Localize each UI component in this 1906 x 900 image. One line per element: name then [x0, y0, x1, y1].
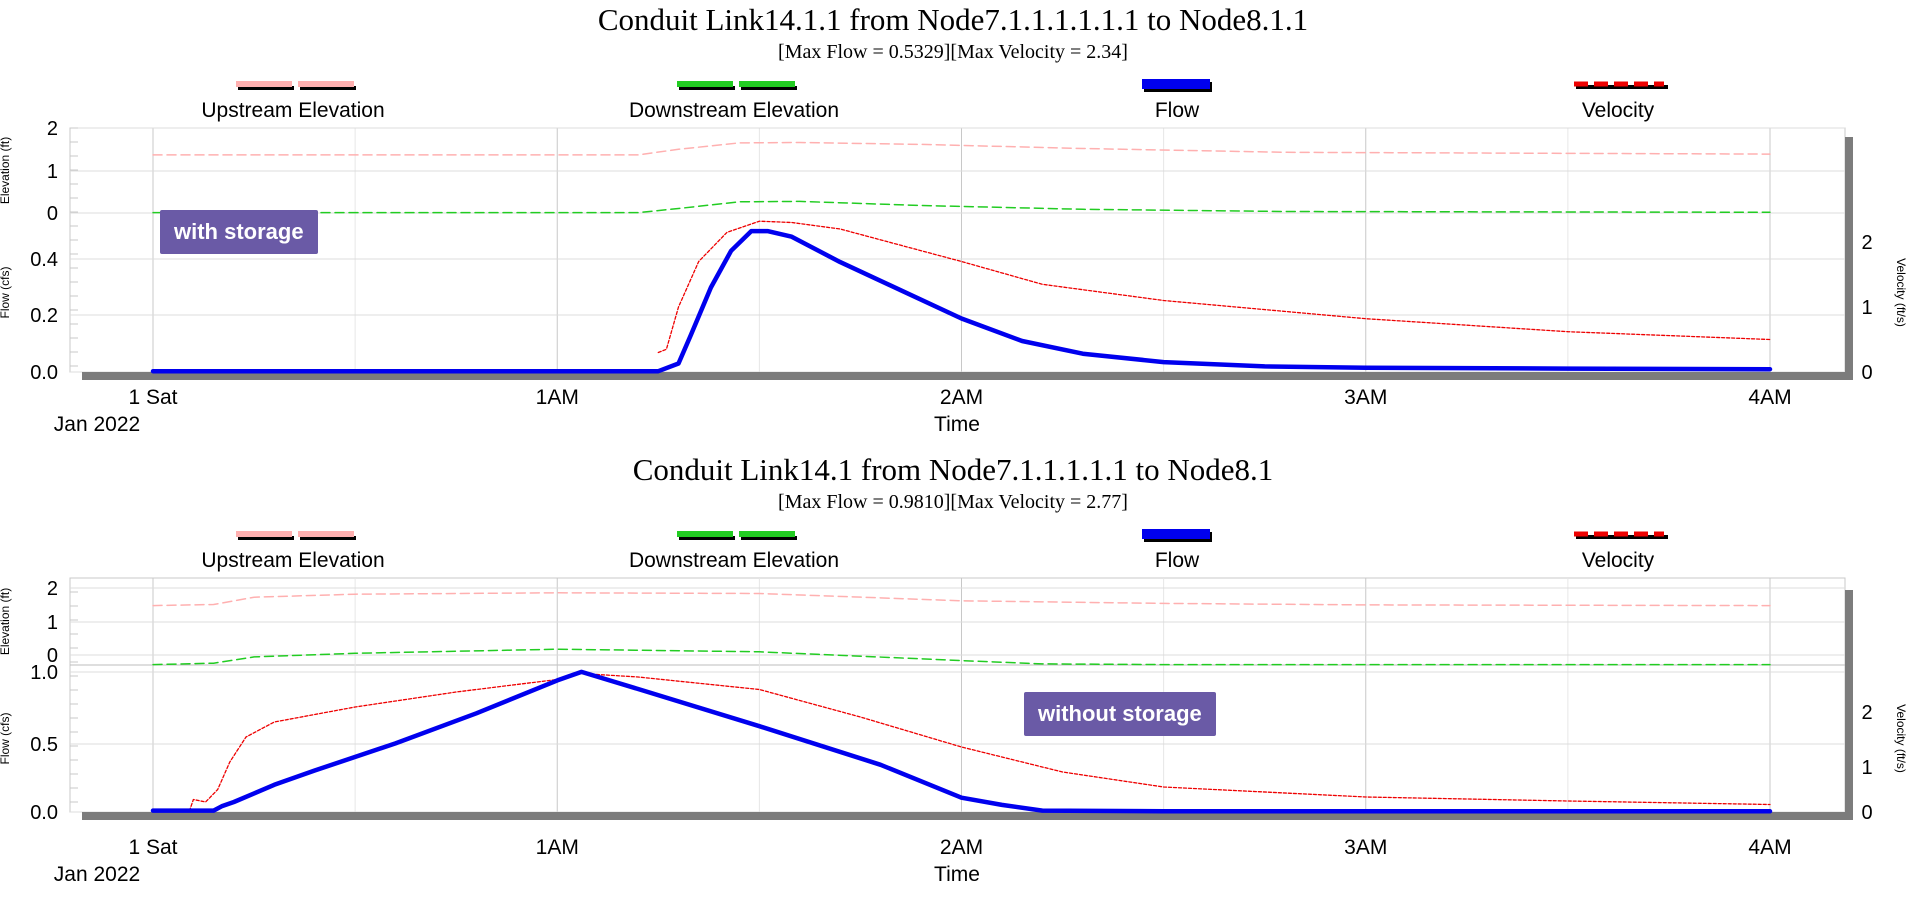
- x-axis-bar: [82, 372, 1845, 380]
- x-tick-label: 4AM: [1748, 386, 1791, 409]
- chart-title: Conduit Link14.1.1 from Node7.1.1.1.1.1.…: [598, 2, 1308, 37]
- velocity-tick-label: 2: [1861, 232, 1872, 254]
- legend-swatch-shadow: [238, 86, 294, 90]
- series-line-upstream: [152, 141, 1771, 156]
- legend-label: Flow: [1155, 99, 1200, 122]
- x-tick-label: 1 Sat: [128, 386, 177, 409]
- x-tick-label: 3AM: [1344, 836, 1387, 859]
- annotation-box: with storage: [160, 210, 318, 254]
- legend-swatch-shadow: [679, 86, 735, 90]
- legend-swatch: [677, 81, 733, 87]
- flow-tick-label: 0.2: [30, 305, 58, 327]
- legend-swatch: [1142, 79, 1210, 89]
- x-tick-label: 2AM: [940, 836, 983, 859]
- velocity-tick-label: 0: [1861, 362, 1872, 384]
- plot-frame: [69, 577, 1846, 813]
- legend-swatch-shadow: [1576, 535, 1668, 539]
- flow-tick-label: 0.0: [30, 802, 58, 824]
- x-tick-label: 1AM: [536, 836, 579, 859]
- chart-title: Conduit Link14.1 from Node7.1.1.1.1.1 to…: [633, 452, 1274, 487]
- legend-swatch: [1142, 529, 1210, 539]
- velocity-axis-label: Velocity (ft/s): [1894, 258, 1906, 327]
- chart-subtitle: [Max Flow = 0.5329][Max Velocity = 2.34]: [778, 41, 1128, 63]
- elevation-tick-label: 2: [47, 118, 58, 140]
- x-axis-label: Time: [934, 413, 980, 436]
- legend-swatch: [236, 81, 292, 87]
- legend-label: Downstream Elevation: [629, 549, 839, 572]
- legend-swatch-shadow: [238, 536, 294, 540]
- flow-tick-label: 1.0: [30, 662, 58, 684]
- legend-label: Velocity: [1582, 99, 1655, 122]
- elevation-tick-label: 0: [47, 645, 58, 667]
- x-axis-label: Time: [934, 863, 980, 886]
- legend-swatch: [739, 81, 795, 87]
- legend-item: Downstream Elevation: [629, 81, 839, 122]
- flow-tick-label: 0.4: [30, 249, 58, 271]
- legend-swatch-shadow: [741, 536, 797, 540]
- chart-svg: Conduit Link14.1 from Node7.1.1.1.1.1 to…: [0, 452, 1906, 886]
- flow-axis-label: Flow (cfs): [0, 267, 12, 319]
- velocity-tick-label: 1: [1861, 757, 1872, 779]
- series-line-upstream: [152, 592, 1771, 607]
- x-date-label: Jan 2022: [54, 863, 140, 886]
- y-axis-bar-right: [1845, 137, 1853, 380]
- flow-tick-label: 0.0: [30, 362, 58, 384]
- chart-subtitle: [Max Flow = 0.9810][Max Velocity = 2.77]: [778, 491, 1128, 513]
- series-line-downstream: [152, 648, 1771, 666]
- x-tick-label: 3AM: [1344, 386, 1387, 409]
- legend-label: Downstream Elevation: [629, 99, 839, 122]
- legend-item: Flow: [1142, 79, 1212, 122]
- legend-swatch: [677, 531, 733, 537]
- chart-svg: Conduit Link14.1.1 from Node7.1.1.1.1.1.…: [0, 2, 1906, 436]
- y-axis-bar-right: [1845, 590, 1853, 820]
- legend-swatch-shadow: [679, 536, 735, 540]
- series-line-flow: [150, 228, 1773, 374]
- legend-item: Velocity: [1574, 81, 1668, 122]
- legend-swatch: [298, 531, 354, 537]
- elevation-axis-label: Elevation (ft): [0, 137, 12, 204]
- legend-label: Velocity: [1582, 549, 1655, 572]
- legend-swatch: [298, 81, 354, 87]
- elevation-tick-label: 2: [47, 578, 58, 600]
- elevation-tick-label: 1: [47, 612, 58, 634]
- x-axis-bar: [82, 812, 1845, 820]
- legend-label: Upstream Elevation: [201, 549, 384, 572]
- x-tick-label: 2AM: [940, 386, 983, 409]
- chart-panel-with-storage: Conduit Link14.1.1 from Node7.1.1.1.1.1.…: [0, 2, 1906, 436]
- flow-axis-label: Flow (cfs): [0, 713, 12, 765]
- legend-swatch-shadow: [741, 86, 797, 90]
- legend-item: Flow: [1142, 529, 1212, 572]
- velocity-axis-label: Velocity (ft/s): [1894, 704, 1906, 773]
- plot-frame: [69, 127, 1846, 373]
- x-date-label: Jan 2022: [54, 413, 140, 436]
- velocity-tick-label: 1: [1861, 297, 1872, 319]
- legend-label: Flow: [1155, 549, 1200, 572]
- annotation-box: without storage: [1024, 692, 1216, 736]
- series-line-velocity: [188, 672, 1771, 812]
- flow-tick-label: 0.5: [30, 734, 58, 756]
- velocity-tick-label: 0: [1861, 802, 1872, 824]
- x-tick-label: 1 Sat: [128, 836, 177, 859]
- legend-item: Upstream Elevation: [201, 81, 385, 122]
- series-line-velocity: [657, 220, 1771, 354]
- velocity-tick-label: 2: [1861, 702, 1872, 724]
- legend-swatch: [739, 531, 795, 537]
- legend-swatch: [236, 531, 292, 537]
- chart-panel-without-storage: Conduit Link14.1 from Node7.1.1.1.1.1 to…: [0, 450, 1906, 900]
- legend-item: Upstream Elevation: [201, 531, 385, 572]
- x-tick-label: 1AM: [536, 386, 579, 409]
- legend-swatch-shadow: [1576, 85, 1668, 89]
- elevation-axis-label: Elevation (ft): [0, 588, 12, 655]
- legend-swatch-shadow: [300, 86, 356, 90]
- legend-item: Velocity: [1574, 531, 1668, 572]
- legend-item: Downstream Elevation: [629, 531, 839, 572]
- legend-label: Upstream Elevation: [201, 99, 384, 122]
- series-line-flow: [150, 669, 1773, 814]
- elevation-tick-label: 1: [47, 161, 58, 183]
- legend-swatch-shadow: [300, 536, 356, 540]
- elevation-tick-label: 0: [47, 203, 58, 225]
- x-tick-label: 4AM: [1748, 836, 1791, 859]
- series-line-downstream: [152, 200, 1771, 214]
